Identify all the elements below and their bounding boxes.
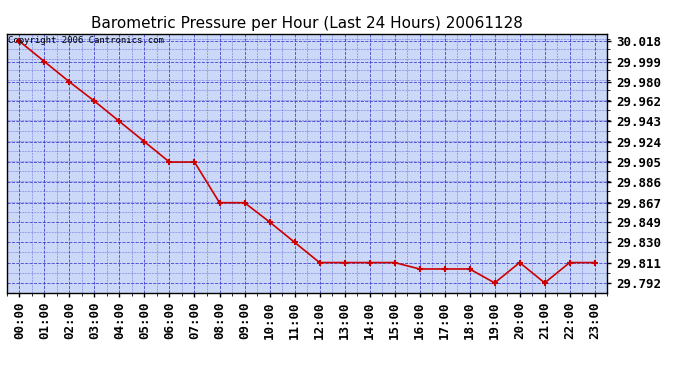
Text: Copyright 2006 Cantronics.com: Copyright 2006 Cantronics.com bbox=[8, 36, 164, 45]
Title: Barometric Pressure per Hour (Last 24 Hours) 20061128: Barometric Pressure per Hour (Last 24 Ho… bbox=[91, 16, 523, 31]
